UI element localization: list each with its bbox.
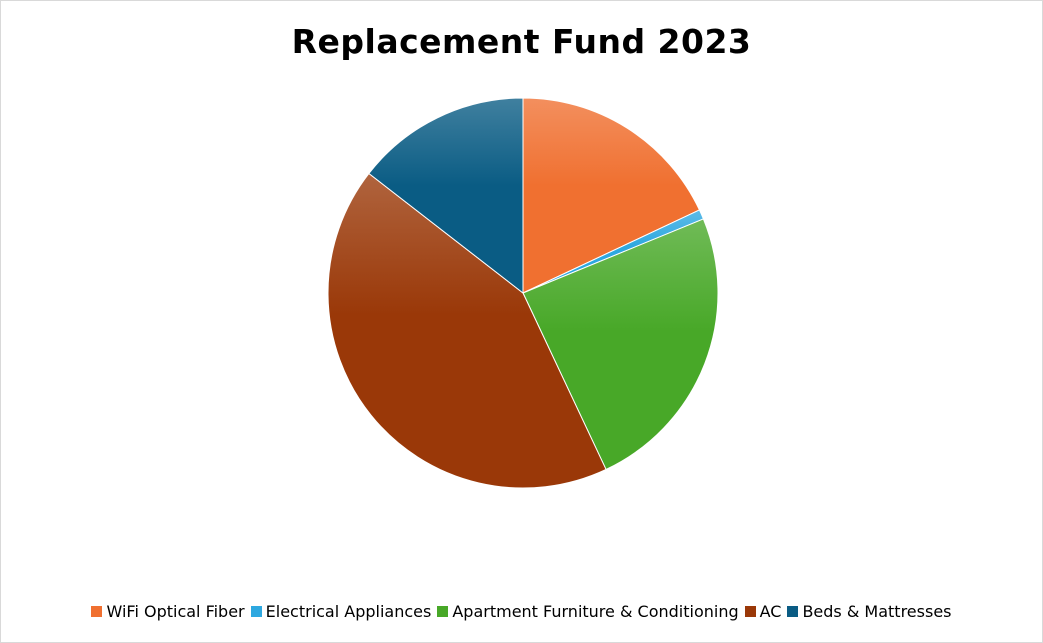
legend-label: Electrical Appliances [265,602,432,621]
legend-item-beds-and-mattresses: Beds & Mattresses [787,602,952,621]
legend-swatch [250,606,262,617]
legend-label: WiFi Optical Fiber [106,602,245,621]
legend-swatch [437,606,449,617]
pie-slice-beds-and-mattresses [368,97,524,294]
legend-swatch [91,606,103,617]
legend-swatch [744,606,756,617]
pie-chart [327,97,719,489]
legend: WiFi Optical Fiber Electrical Appliances A… [0,602,1043,621]
pie-slice-ac [327,172,607,489]
chart-title: Replacement Fund 2023 [291,22,752,61]
legend-item-ac: AC [744,602,782,621]
legend-swatch [787,606,799,617]
legend-item-apartment-furniture-and-conditioning: Apartment Furniture & Conditioning [437,602,739,621]
pie-slices [327,97,719,489]
legend-item-wifi-optical-fiber: WiFi Optical Fiber [91,602,245,621]
pie-slice-apartment-furniture-and-conditioning [522,218,719,470]
legend-label: Apartment Furniture & Conditioning [452,602,739,621]
legend-label: AC [759,602,782,621]
legend-item-electrical-appliances: Electrical Appliances [250,602,432,621]
pie-slice-wifi-optical-fiber [522,97,700,294]
legend-label: Beds & Mattresses [802,602,952,621]
